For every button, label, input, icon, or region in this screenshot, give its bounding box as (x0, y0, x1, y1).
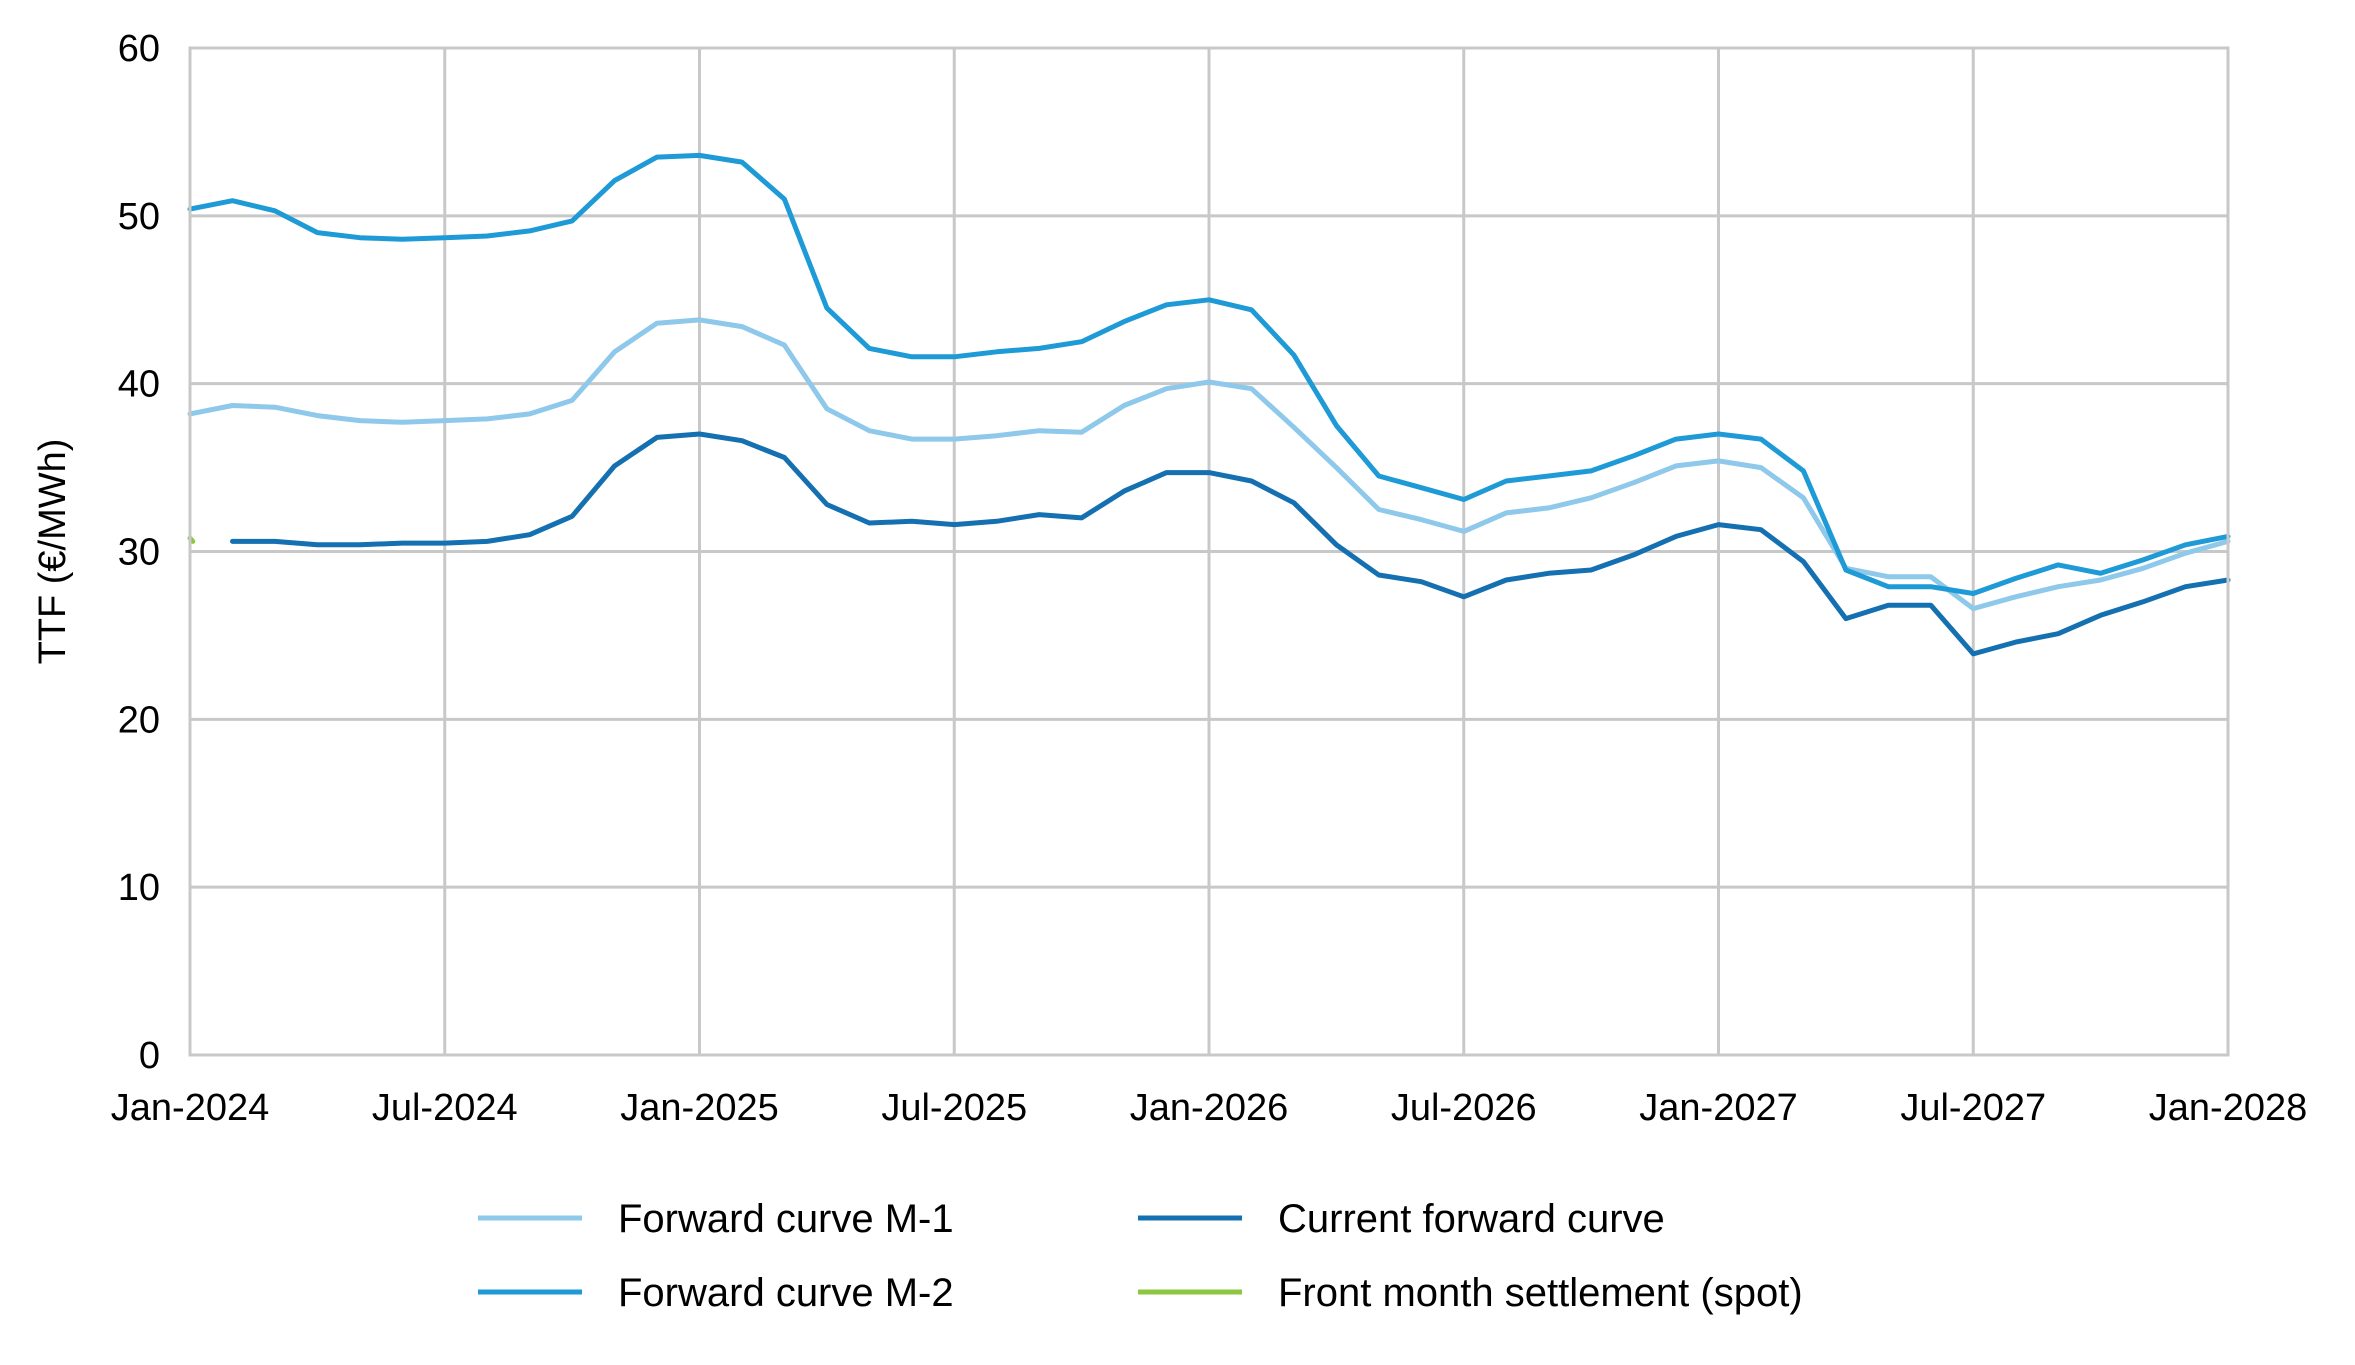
series-layer (187, 152, 2231, 657)
y-tick-label: 10 (118, 867, 160, 909)
grid (188, 46, 2230, 1057)
series-line-1 (187, 317, 2231, 612)
x-tick-label: Jan-2028 (2149, 1087, 2307, 1129)
legend-item: Front month settlement (spot) (1138, 1271, 1803, 1315)
x-tick-label: Jul-2025 (881, 1087, 1027, 1129)
x-tick-label: Jan-2026 (1130, 1087, 1288, 1129)
legend: Forward curve M-1 Forward curve M-2 Curren… (478, 1197, 1803, 1315)
y-tick-label: 60 (118, 28, 160, 70)
y-tick-label: 20 (118, 699, 160, 741)
x-tick-label: Jan-2025 (620, 1087, 778, 1129)
legend-item: Forward curve M-1 (478, 1197, 954, 1241)
y-tick-label: 0 (139, 1035, 160, 1077)
legend-item: Forward curve M-2 (478, 1271, 954, 1315)
legend-label: Front month settlement (spot) (1278, 1271, 1803, 1315)
y-axis-title: TTF (€/MWh) (32, 439, 74, 665)
x-tick-label: Jan-2027 (1639, 1087, 1797, 1129)
legend-label: Forward curve M-1 (618, 1197, 954, 1241)
x-tick-label: Jul-2026 (1391, 1087, 1537, 1129)
y-tick-label: 30 (118, 532, 160, 574)
y-axis-ticks: 0 10 20 30 40 50 60 (118, 28, 160, 1077)
series-line-2 (187, 152, 2231, 596)
legend-label: Current forward curve (1278, 1197, 1665, 1241)
x-axis-ticks: Jan-2024 Jul-2024 Jan-2025 Jul-2025 Jan-2026… (111, 1087, 2307, 1129)
legend-item: Current forward curve (1138, 1197, 1665, 1241)
x-tick-label: Jan-2024 (111, 1087, 269, 1129)
series-line-3 (230, 431, 2231, 657)
plot-frame (188, 46, 2230, 1057)
y-tick-label: 50 (118, 196, 160, 238)
legend-label: Forward curve M-2 (618, 1271, 954, 1315)
x-tick-label: Jul-2027 (1900, 1087, 2046, 1129)
x-tick-label: Jul-2024 (372, 1087, 518, 1129)
y-tick-label: 40 (118, 364, 160, 406)
